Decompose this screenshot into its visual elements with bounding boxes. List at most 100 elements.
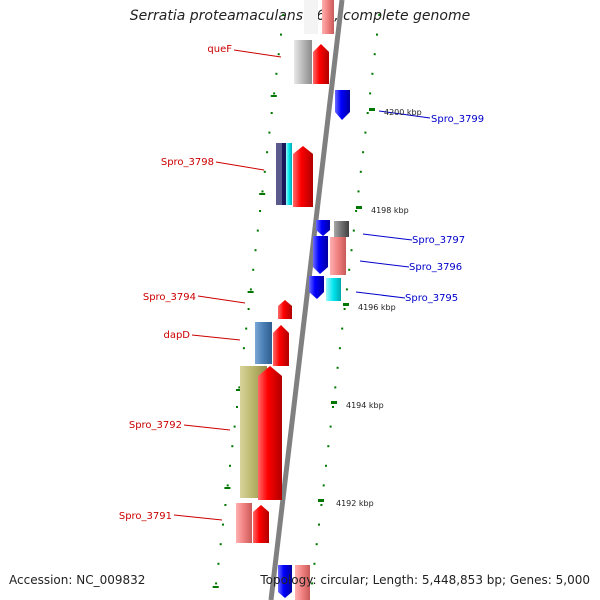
tick-dot	[219, 543, 222, 546]
tick-dot	[369, 92, 372, 95]
cds-spro-3798-b	[282, 143, 286, 205]
cds-spro-3796-rev	[313, 236, 328, 274]
cds-dapd	[255, 322, 272, 364]
tick-dot	[329, 425, 332, 428]
tick-dash	[247, 291, 254, 293]
tick-label-4192: 4192 kbp	[336, 499, 374, 508]
tick-dot	[252, 268, 255, 271]
tick-dot	[327, 445, 330, 448]
label-dapd: dapD	[163, 330, 190, 341]
tick-dot	[355, 210, 358, 212]
tick-dot	[249, 288, 252, 291]
tick-dot	[332, 406, 334, 408]
tick-label-4196: 4196 kbp	[358, 303, 396, 312]
label-spro-3795: Spro_3795	[405, 293, 458, 304]
tick-dot	[348, 268, 351, 271]
label-spro-3799: Spro_3799	[431, 114, 484, 125]
tick-dot	[222, 523, 224, 526]
accession-text: Accession: NC_009832	[9, 573, 146, 587]
tick-dot	[338, 347, 341, 350]
cds-spro-3795-rev	[309, 276, 324, 299]
features	[236, 0, 350, 600]
tick-dot	[362, 151, 365, 154]
tick-dot	[373, 53, 376, 56]
tick-dot	[311, 582, 314, 585]
topology-text: Topology: circular; Length: 5,448,853 bp…	[260, 573, 590, 587]
tick-label-4194: 4194 kbp	[346, 401, 384, 410]
cds-spro-3794	[278, 300, 292, 319]
tick-dot	[352, 229, 355, 232]
tick-dot	[334, 386, 337, 389]
tick-dot	[343, 308, 346, 310]
map-title: Serratia proteamaculans 568, complete ge…	[129, 8, 471, 24]
genome-backbone	[268, 0, 345, 600]
cds-spro-3798-c	[286, 143, 292, 205]
tick-dot	[247, 308, 250, 310]
cds-top-pink	[322, 0, 334, 34]
tick-dot	[336, 366, 339, 369]
tick-dot	[366, 112, 369, 114]
cds-spro-3797-rev	[316, 220, 330, 236]
tick-dot	[226, 484, 229, 487]
tick-dot	[277, 53, 280, 56]
cds-spro-3791-arrow	[253, 505, 269, 543]
tick-dot	[254, 249, 257, 252]
tick-dot	[266, 151, 269, 154]
tick-dot	[231, 445, 234, 448]
tick-dot	[322, 484, 325, 487]
tick-dash	[212, 586, 219, 588]
cds-bottom-pink	[295, 565, 310, 600]
label-spro-3797: Spro_3797	[412, 235, 465, 246]
tick-dot	[376, 33, 378, 36]
tick-dot	[313, 562, 316, 565]
label-spro-3791: Spro_3791	[119, 511, 172, 522]
tick-dot	[236, 406, 238, 408]
tick-dot	[273, 92, 276, 95]
tick-dot	[268, 131, 271, 134]
tick-dot	[280, 33, 282, 36]
tick-dot	[215, 582, 218, 585]
cds-spro-3798-arrow	[293, 146, 313, 207]
tick-dot	[325, 464, 327, 467]
cds-spro-3798-a	[276, 143, 282, 205]
tick-dot	[259, 210, 262, 212]
label-spro-3792: Spro_3792	[129, 420, 182, 431]
cds-spro-3792-arrow	[258, 366, 282, 500]
tick-dot	[371, 72, 374, 75]
label-spro-3798: Spro_3798	[161, 157, 214, 168]
tick-dot	[233, 425, 236, 428]
tick-dot	[359, 170, 362, 173]
tick-dot	[245, 327, 248, 330]
cds-top-white	[304, 0, 318, 34]
right-label-leaders	[355, 110, 431, 299]
tick-dot	[378, 14, 381, 16]
label-spro-3796: Spro_3796	[409, 262, 462, 273]
tick-dot	[217, 562, 220, 565]
tick-dot	[270, 112, 273, 114]
tick-dot	[224, 504, 227, 506]
cds-spro-3796	[330, 237, 346, 275]
tick-dot	[364, 131, 367, 134]
tick-dot	[320, 504, 323, 506]
tick-dot	[263, 170, 266, 173]
cds-spro-3795	[326, 278, 341, 301]
tick-dot	[318, 523, 320, 526]
tick-dot	[315, 543, 318, 546]
tick-dot	[341, 327, 344, 330]
cds-spro-3791	[236, 503, 252, 543]
tick-dot	[350, 249, 353, 252]
label-quef: queF	[207, 44, 232, 55]
tick-label-4198: 4198 kbp	[371, 206, 409, 215]
tick-dash	[270, 95, 277, 97]
tick-dot	[242, 347, 245, 350]
cds-dapd-arrow	[273, 325, 289, 366]
tick-dot	[282, 14, 285, 16]
tick-dash	[259, 193, 266, 195]
tick-dot	[229, 464, 231, 467]
tick-label-4200: 4200 kbp	[384, 108, 422, 117]
left-label-leaders	[173, 49, 282, 521]
cds-quef-arrow	[313, 44, 329, 84]
label-spro-3794: Spro_3794	[143, 292, 196, 303]
tick-dot	[256, 229, 259, 232]
